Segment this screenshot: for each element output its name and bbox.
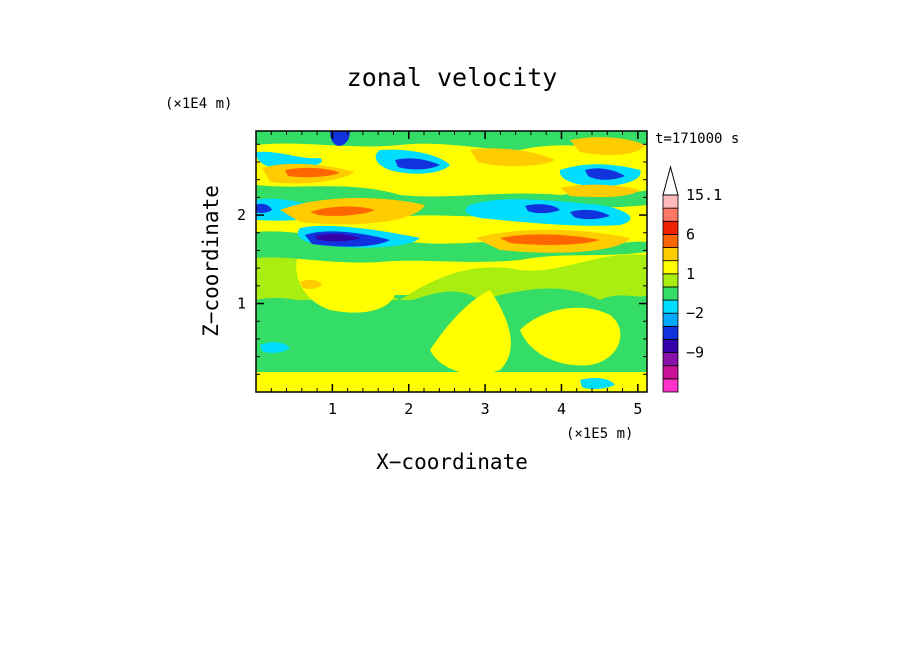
field-blue-core-center [395, 158, 440, 170]
colorbar-label: 6 [686, 225, 695, 243]
field-red-band-right [500, 234, 600, 245]
colorbar-segment [662, 312, 679, 327]
field-yellow-wedge-right [430, 290, 511, 374]
field-orange-right-mid [560, 184, 640, 198]
colorbar-segment [662, 233, 679, 248]
x-tick-label: 5 [633, 400, 642, 418]
colorbar-segment [662, 260, 679, 275]
field-orange-lower-left [300, 279, 322, 290]
y-unit-label: (×1E4 m) [165, 96, 232, 112]
field-green-top [256, 131, 647, 150]
x-unit-label: (×1E5 m) [566, 426, 633, 442]
colorbar-segment [662, 194, 679, 209]
x-tick-label: 4 [557, 400, 566, 418]
field-navy-core-left [315, 233, 360, 242]
y-axis-ticks: 12 [237, 143, 647, 375]
field-orange-upper-right [570, 137, 645, 156]
field-yellow-wedge-left [296, 247, 397, 313]
x-tick-label: 1 [328, 400, 337, 418]
x-tick-label: 3 [481, 400, 490, 418]
y-tick-label: 1 [237, 295, 246, 313]
field-blue-core-far-right [570, 209, 610, 220]
colorbar-segment [662, 378, 679, 393]
field-blue-core-edge [256, 203, 272, 213]
colorbar-segment [662, 325, 679, 340]
x-tick-label: 2 [404, 400, 413, 418]
chart-title: zonal velocity [347, 63, 558, 92]
colorbar-segment [662, 352, 679, 367]
field-band-bottom-yellow [256, 372, 647, 392]
field-yellow-patch [520, 307, 621, 366]
colorbar-label: −9 [686, 344, 704, 362]
colorbar-segment [662, 286, 679, 301]
field-cyan-bottom-left [260, 342, 290, 353]
field-blue-core-right [585, 168, 625, 180]
contour-field [256, 131, 647, 392]
colorbar-label: 1 [686, 265, 695, 283]
field-red-upper-left [285, 167, 340, 178]
field-red-band-left [310, 206, 375, 216]
colorbar-segment [662, 339, 679, 354]
colorbar-segment [662, 207, 679, 222]
field-orange-upper-center [470, 148, 555, 167]
y-axis-label: Z−coordinate [199, 185, 223, 337]
colorbar-label: 15.1 [686, 186, 722, 204]
x-axis-ticks: 1 2 3 4 5 [270, 131, 642, 418]
x-axis-label: X−coordinate [376, 450, 528, 474]
field-cyan-bottom-right [580, 377, 615, 390]
colorbar-segment [662, 220, 679, 235]
plot-frame [255, 130, 648, 393]
colorbar-segment [662, 365, 679, 380]
colorbar-segment [662, 299, 679, 314]
time-label: t=171000 s [655, 131, 739, 147]
field-blue-core-mid-right [525, 204, 560, 214]
colorbar: −9 −2 1 6 15.1 [662, 165, 722, 393]
colorbar-segment [662, 273, 679, 288]
y-tick-label: 2 [237, 206, 246, 224]
field-blue-core-top [330, 131, 350, 146]
colorbar-label: −2 [686, 304, 704, 322]
field-green-mid-upper [256, 231, 647, 263]
colorbar-extension [662, 165, 679, 196]
colorbar-segment [662, 247, 679, 262]
